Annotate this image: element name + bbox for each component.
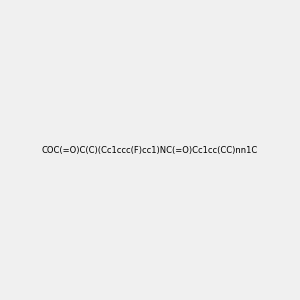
Text: COC(=O)C(C)(Cc1ccc(F)cc1)NC(=O)Cc1cc(CC)nn1C: COC(=O)C(C)(Cc1ccc(F)cc1)NC(=O)Cc1cc(CC)… (42, 146, 258, 154)
